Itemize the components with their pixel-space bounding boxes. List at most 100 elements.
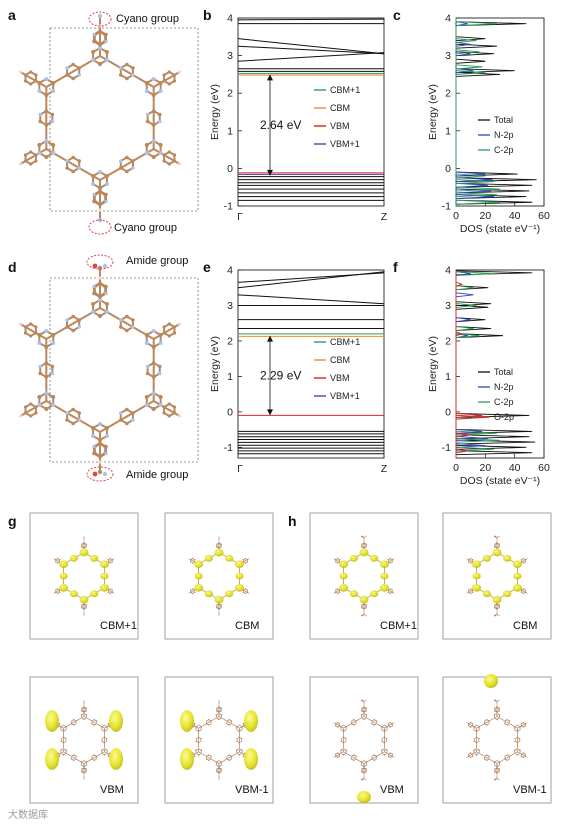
orbital-label: VBM [100,784,124,796]
panel-label-d: d [8,259,17,275]
legend-label: CBM [330,355,350,365]
y-tick-label: 4 [445,265,451,277]
y-tick-label: 1 [445,125,451,137]
isosurface [339,548,389,604]
y-tick-label: 4 [227,13,233,25]
orbital-frame [309,512,419,640]
band-line [237,45,385,55]
band-line [237,18,385,21]
x-tick-label: 20 [479,462,491,474]
dos-series-total [455,18,537,206]
legend-label: Total [494,115,513,125]
watermark-text: 大数据库 [8,808,48,821]
dos-series-total [455,270,536,458]
y-tick-label: 1 [445,371,451,383]
gap-arrow-head [267,409,273,416]
atom-set [18,263,182,477]
x-tick-label: Γ [237,463,243,475]
unit-cell-box [49,27,199,212]
orbital-label: CBM [513,620,537,632]
dos-series-n-2p [455,18,495,206]
cyano-label-top: Cyano group [116,13,179,25]
panel-label-a: a [8,7,16,23]
orbital-frame [442,512,552,640]
panel-label-b: b [203,7,212,23]
dos-series-o-2p [455,270,489,458]
orbital-frame [164,676,274,804]
y-tick-label: 3 [227,50,233,62]
orbital-panel: CBM+1 [29,512,139,640]
isosurface-lobe [244,710,258,732]
y-tick-label: -1 [442,201,451,213]
panel-label-g: g [8,513,17,529]
band-structure-b: -1 0 1 2 3 4 Energy (eV) Γ Z 2.64 eV CBM+1 CBM VBM VB… [209,13,388,224]
y-tick-label: -1 [224,442,233,454]
legend-label: VBM [330,373,350,383]
orbital-panel: VBM-1 [164,676,274,804]
y-tick-label: 1 [227,371,233,383]
x-tick-label: 0 [453,462,459,474]
y-tick-label: 0 [445,406,451,418]
orbital-label: VBM-1 [235,784,269,796]
isosurface-lobe [109,710,123,732]
x-axis-label: DOS (state eV⁻¹) [460,475,540,487]
orbital-frame [29,512,139,640]
cyano-highlight-top [88,11,112,27]
x-tick-label: 60 [538,210,550,222]
orbital-panel: VBM [29,676,139,804]
cyano-label-bottom: Cyano group [114,222,177,234]
legend-label: N-2p [494,382,514,392]
gap-label: 2.29 eV [260,369,301,383]
amide-label-top: Amide group [126,255,188,267]
y-axis-label: Energy (eV) [427,336,439,392]
orbital-frame [309,676,419,804]
x-tick-label: 20 [479,210,491,222]
atom-set [333,699,395,781]
isosurface-lobe [109,748,123,770]
legend-label: VBM+1 [330,391,360,401]
amide-highlight-bottom [86,466,114,482]
isosurface [59,548,109,604]
atom-set [466,699,528,781]
amide-label-bottom: Amide group [126,469,188,481]
isosurface [194,548,244,604]
orbital-label: CBM+1 [380,620,417,632]
y-tick-label: 4 [227,265,233,277]
gap-arrow-head [267,335,273,342]
panel-label-f: f [393,259,398,275]
unit-cell-box [49,277,199,463]
x-tick-label: 40 [509,210,521,222]
legend-label: CBM+1 [330,337,360,347]
orbital-label: CBM [235,620,259,632]
x-axis-label: DOS (state eV⁻¹) [460,223,540,235]
cyano-structure: Cyano group Cyano group [18,11,199,235]
dos-series-c-2p [455,18,501,206]
y-tick-label: -1 [442,442,451,454]
y-tick-label: 0 [227,406,233,418]
legend-label: C-2p [494,145,514,155]
cyano-highlight-bottom [88,219,112,235]
isosurface-lobe [180,748,194,770]
isosurface [472,548,522,604]
orbital-label: VBM [380,784,404,796]
y-axis-label: Energy (eV) [427,84,439,140]
y-tick-label: 2 [445,335,451,347]
legend-label: VBM+1 [330,139,360,149]
isosurface-lobe [45,748,59,770]
y-tick-label: -1 [224,201,233,213]
panel-label-e: e [203,259,211,275]
gap-arrow-head [267,74,273,81]
y-axis-label: Energy (eV) [209,336,221,392]
legend-label: VBM [330,121,350,131]
isosurface-lobe [45,710,59,732]
gap-label: 2.64 eV [260,118,301,132]
orbital-label: VBM-1 [513,784,547,796]
plot-frame [237,17,385,207]
orbital-panel: CBM [442,512,552,640]
amide-highlight-top [86,254,114,270]
isosurface-lobe [357,791,371,803]
legend-label: CBM+1 [330,85,360,95]
band-structure-e: -1 0 1 2 3 4 Energy (eV) Γ Z 2.29 eV CBM+1 CBM VBM VB… [209,265,388,476]
band-line [237,38,385,55]
